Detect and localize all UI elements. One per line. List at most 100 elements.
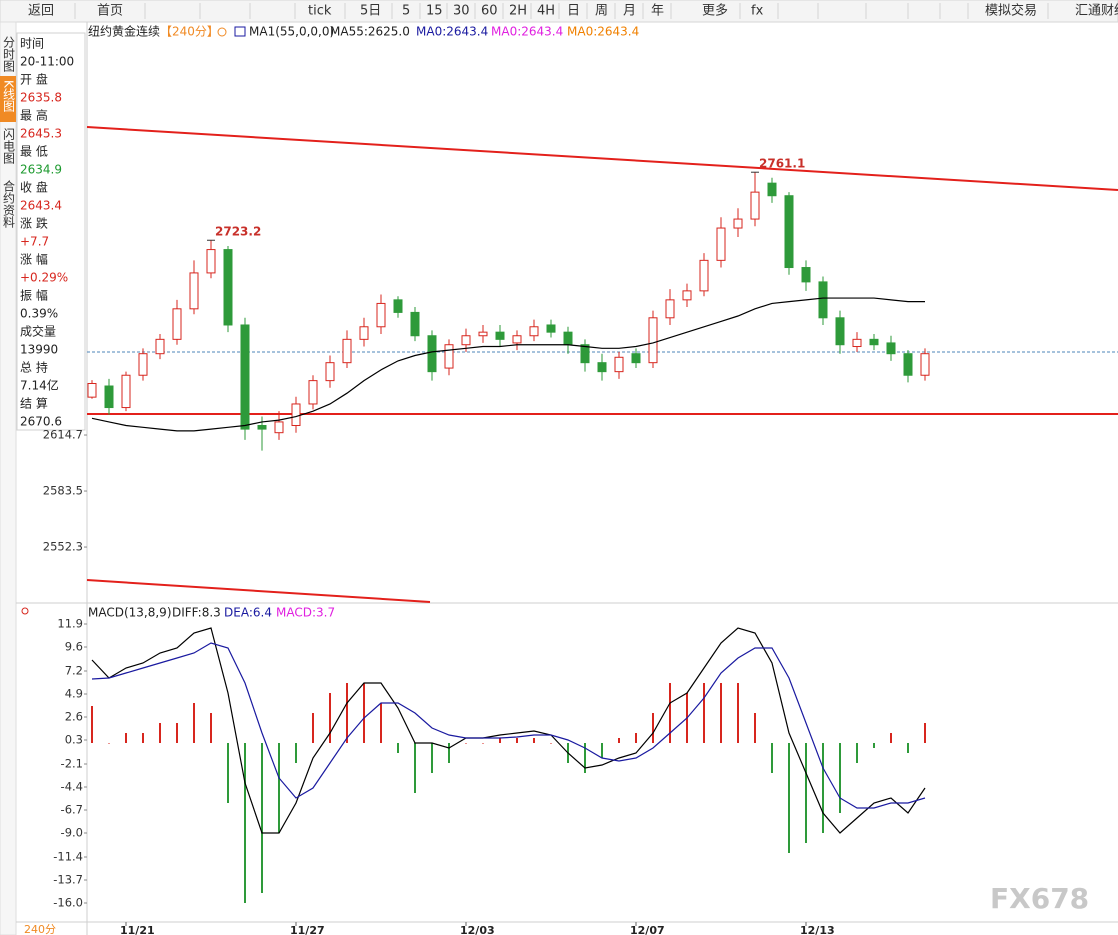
- period-icon: [217, 27, 227, 37]
- active-tab-bg: [0, 76, 16, 122]
- y-tick-label: 2.6: [65, 710, 83, 724]
- candle-body: [818, 281, 828, 319]
- toolbar-button[interactable]: 年: [651, 4, 664, 19]
- toolbar-button[interactable]: 2H: [509, 4, 527, 19]
- macd-bar: [414, 743, 416, 793]
- macd-bar: [907, 743, 909, 753]
- macd-diff: DIFF:8.3: [172, 606, 221, 620]
- peak-label: 2723.2: [215, 225, 261, 239]
- info-label: 时间: [20, 37, 44, 51]
- candle-body: [699, 259, 709, 292]
- toolbar-button[interactable]: 5日: [360, 4, 381, 19]
- toolbar-button[interactable]: 月: [623, 4, 636, 19]
- macd-bar: [771, 743, 773, 773]
- info-panel: [16, 32, 86, 431]
- toolbar-button[interactable]: 更多: [702, 3, 728, 19]
- macd-bar: [448, 743, 450, 763]
- y-tick-label: 2614.7: [43, 428, 83, 442]
- macd-bar: [244, 743, 246, 903]
- x-tick-label: 11/27: [290, 924, 325, 935]
- candle-body: [750, 191, 760, 220]
- y-tick-label: 9.6: [65, 640, 83, 654]
- toolbar-button[interactable]: 首页: [97, 4, 123, 19]
- candle-body: [631, 353, 641, 364]
- y-tick-label: 2583.5: [43, 484, 83, 498]
- side-tab[interactable]: 闪电图: [2, 128, 16, 164]
- info-label: 涨 跌: [20, 216, 48, 231]
- macd-dea: DEA:6.4: [224, 606, 272, 620]
- candle-body: [308, 380, 318, 405]
- candle-body: [189, 272, 199, 310]
- macd-value: MACD:3.7: [276, 606, 335, 620]
- candle-body: [563, 331, 573, 346]
- info-value: 13990: [20, 343, 58, 357]
- candle-body: [903, 353, 913, 376]
- macd-icon: [21, 607, 29, 615]
- candle-body: [767, 182, 777, 197]
- toolbar-button[interactable]: 4H: [537, 4, 555, 19]
- candle-body: [427, 335, 437, 373]
- info-label: 涨 幅: [20, 252, 48, 267]
- info-value: 0.39%: [20, 307, 58, 321]
- info-label: 最 低: [20, 145, 48, 159]
- side-tab[interactable]: 分时图: [2, 36, 16, 72]
- macd-bar: [125, 733, 127, 743]
- y-tick-label: -9.0: [61, 826, 83, 840]
- toolbar-button[interactable]: 30: [453, 4, 470, 19]
- toolbar-button[interactable]: 60: [481, 4, 498, 19]
- macd-name: MACD(13,8,9): [88, 606, 172, 620]
- toolbar-button[interactable]: 返回: [28, 4, 54, 19]
- toolbar-button[interactable]: 模拟交易: [985, 3, 1037, 19]
- candle-body: [104, 385, 114, 409]
- candle-body: [852, 338, 862, 348]
- candle-body: [495, 331, 505, 340]
- toolbar-button[interactable]: fx: [751, 4, 764, 19]
- macd-bar: [788, 743, 790, 853]
- macd-bar: [550, 743, 552, 744]
- macd-bar: [465, 743, 467, 744]
- toolbar-button[interactable]: 周: [595, 4, 608, 19]
- side-tab[interactable]: K线图: [2, 80, 16, 112]
- macd-bar: [380, 703, 382, 743]
- side-tab[interactable]: 合约资料: [2, 179, 16, 228]
- candle-body: [257, 425, 267, 430]
- toolbar-button[interactable]: 15: [426, 4, 443, 19]
- toolbar-button[interactable]: 汇通财经: [1075, 4, 1118, 19]
- y-tick-label: 11.9: [57, 617, 83, 631]
- macd-bar: [346, 683, 348, 743]
- side-bar: [0, 21, 17, 935]
- macd-bar: [193, 703, 195, 743]
- macd-bar: [737, 683, 739, 743]
- macd-bar: [176, 723, 178, 743]
- instrument-title: 纽约黄金连续: [88, 24, 160, 39]
- macd-bar: [618, 738, 620, 743]
- macd-bar: [584, 743, 586, 773]
- x-tick-label: 11/21: [120, 924, 155, 935]
- toolbar-button[interactable]: 日: [567, 4, 580, 19]
- candle-body: [580, 344, 590, 364]
- macd-bar: [754, 713, 756, 743]
- indicator-icon: [234, 26, 246, 37]
- candle-body: [716, 227, 726, 261]
- macd-bar: [499, 738, 501, 743]
- candle-body: [461, 335, 471, 346]
- period-label: 240分: [24, 923, 56, 935]
- macd-bar: [278, 743, 280, 833]
- indicator-line: [91, 627, 926, 834]
- macd-bar: [822, 743, 824, 833]
- toolbar-button[interactable]: tick: [308, 4, 332, 19]
- candle-body: [512, 335, 522, 344]
- candle-body: [614, 356, 624, 373]
- axes: 2614.7 2583.5 2552.3 11.9 9.6 7.2 4.9 2.6 0.3 -2.…: [43, 428, 835, 935]
- macd-bar: [210, 713, 212, 743]
- candle-body: [138, 353, 148, 376]
- y-tick-label: 0.3: [65, 733, 83, 747]
- toolbar-button[interactable]: 5: [402, 4, 410, 19]
- macd-bar: [159, 723, 161, 743]
- info-value: 2645.3: [20, 127, 62, 141]
- candle-body: [172, 308, 182, 340]
- candle-body: [801, 267, 811, 283]
- candle-body: [274, 421, 284, 434]
